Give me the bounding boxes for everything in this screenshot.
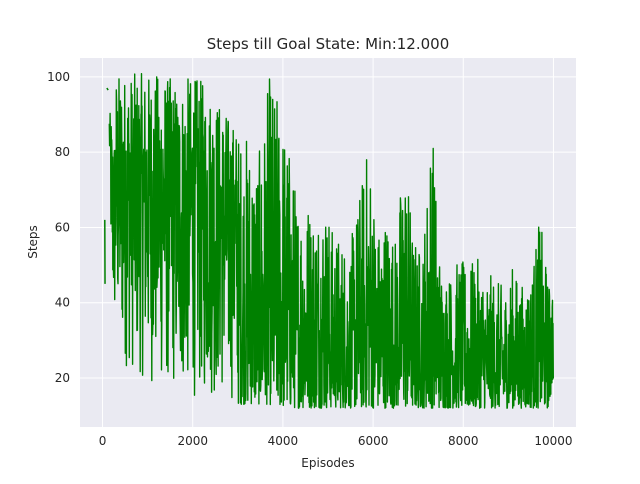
- y-tick-label: 40: [55, 296, 70, 310]
- x-tick-label: 0: [99, 434, 107, 448]
- x-tick-label: 4000: [268, 434, 299, 448]
- chart-title: Steps till Goal State: Min:12.000: [207, 35, 450, 53]
- x-tick-labels: 0 2000 4000 6000 8000 10000: [99, 434, 573, 448]
- y-tick-label: 20: [55, 371, 70, 385]
- y-tick-label: 60: [55, 220, 70, 234]
- series-layer: [104, 73, 554, 409]
- x-axis-label: Episodes: [301, 456, 354, 470]
- x-tick-label: 2000: [177, 434, 208, 448]
- x-tick-label: 10000: [534, 434, 572, 448]
- y-tick-label: 80: [55, 145, 70, 159]
- y-tick-labels: 20 40 60 80 100: [47, 70, 70, 385]
- y-axis-label: Steps: [26, 225, 40, 259]
- series-line-start: [104, 87, 109, 284]
- y-tick-label: 100: [47, 70, 70, 84]
- x-tick-label: 6000: [358, 434, 389, 448]
- x-tick-label: 8000: [448, 434, 479, 448]
- series-line: [108, 73, 554, 409]
